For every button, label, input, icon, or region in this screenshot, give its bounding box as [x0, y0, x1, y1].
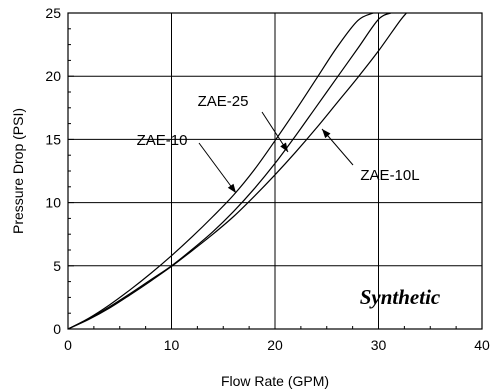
series-line-zae-10l — [67, 12, 407, 330]
x-tick-label: 30 — [371, 337, 387, 353]
callout-zae-25-arrowhead — [280, 142, 288, 152]
series-line-zae-10 — [67, 12, 374, 330]
grid — [68, 13, 482, 329]
y-tick-label: 0 — [53, 321, 61, 337]
callout-zae-10l: ZAE-10L — [321, 128, 420, 184]
callout-zae-10-label: ZAE-10 — [137, 132, 188, 149]
annotations: ZAE-10 ZAE-25 ZAE-10L Synthetic — [137, 93, 441, 309]
callout-zae-25: ZAE-25 — [198, 93, 289, 153]
x-tick-label: 20 — [267, 337, 283, 353]
series-line-zae-25 — [67, 12, 392, 330]
plot-frame — [67, 12, 483, 330]
callout-zae-10-arrow-line — [198, 142, 237, 194]
callout-zae-10l-arrowhead — [322, 129, 331, 139]
callout-zae-10-arrowhead — [227, 183, 236, 193]
callout-zae-25-label: ZAE-25 — [198, 93, 249, 110]
callout-zae-10: ZAE-10 — [137, 132, 237, 194]
callout-zae-10l-label: ZAE-10L — [360, 167, 419, 184]
y-tick-label: 25 — [45, 5, 61, 21]
y-tick-label: 5 — [53, 258, 61, 274]
note-synthetic: Synthetic — [360, 285, 441, 309]
x-tick-label: 10 — [164, 337, 180, 353]
x-tick-label: 0 — [64, 337, 72, 353]
y-tick-label: 15 — [45, 131, 61, 147]
x-axis-title: Flow Rate (GPM) — [221, 373, 329, 389]
y-axis-title: Pressure Drop (PSI) — [10, 108, 26, 234]
x-tick-label: 40 — [474, 337, 490, 353]
tick-labels: 0 10 20 30 40 0 5 10 15 20 25 — [45, 5, 490, 353]
y-tick-label: 20 — [45, 68, 61, 84]
series-lines — [67, 12, 407, 330]
y-tick-label: 10 — [45, 195, 61, 211]
